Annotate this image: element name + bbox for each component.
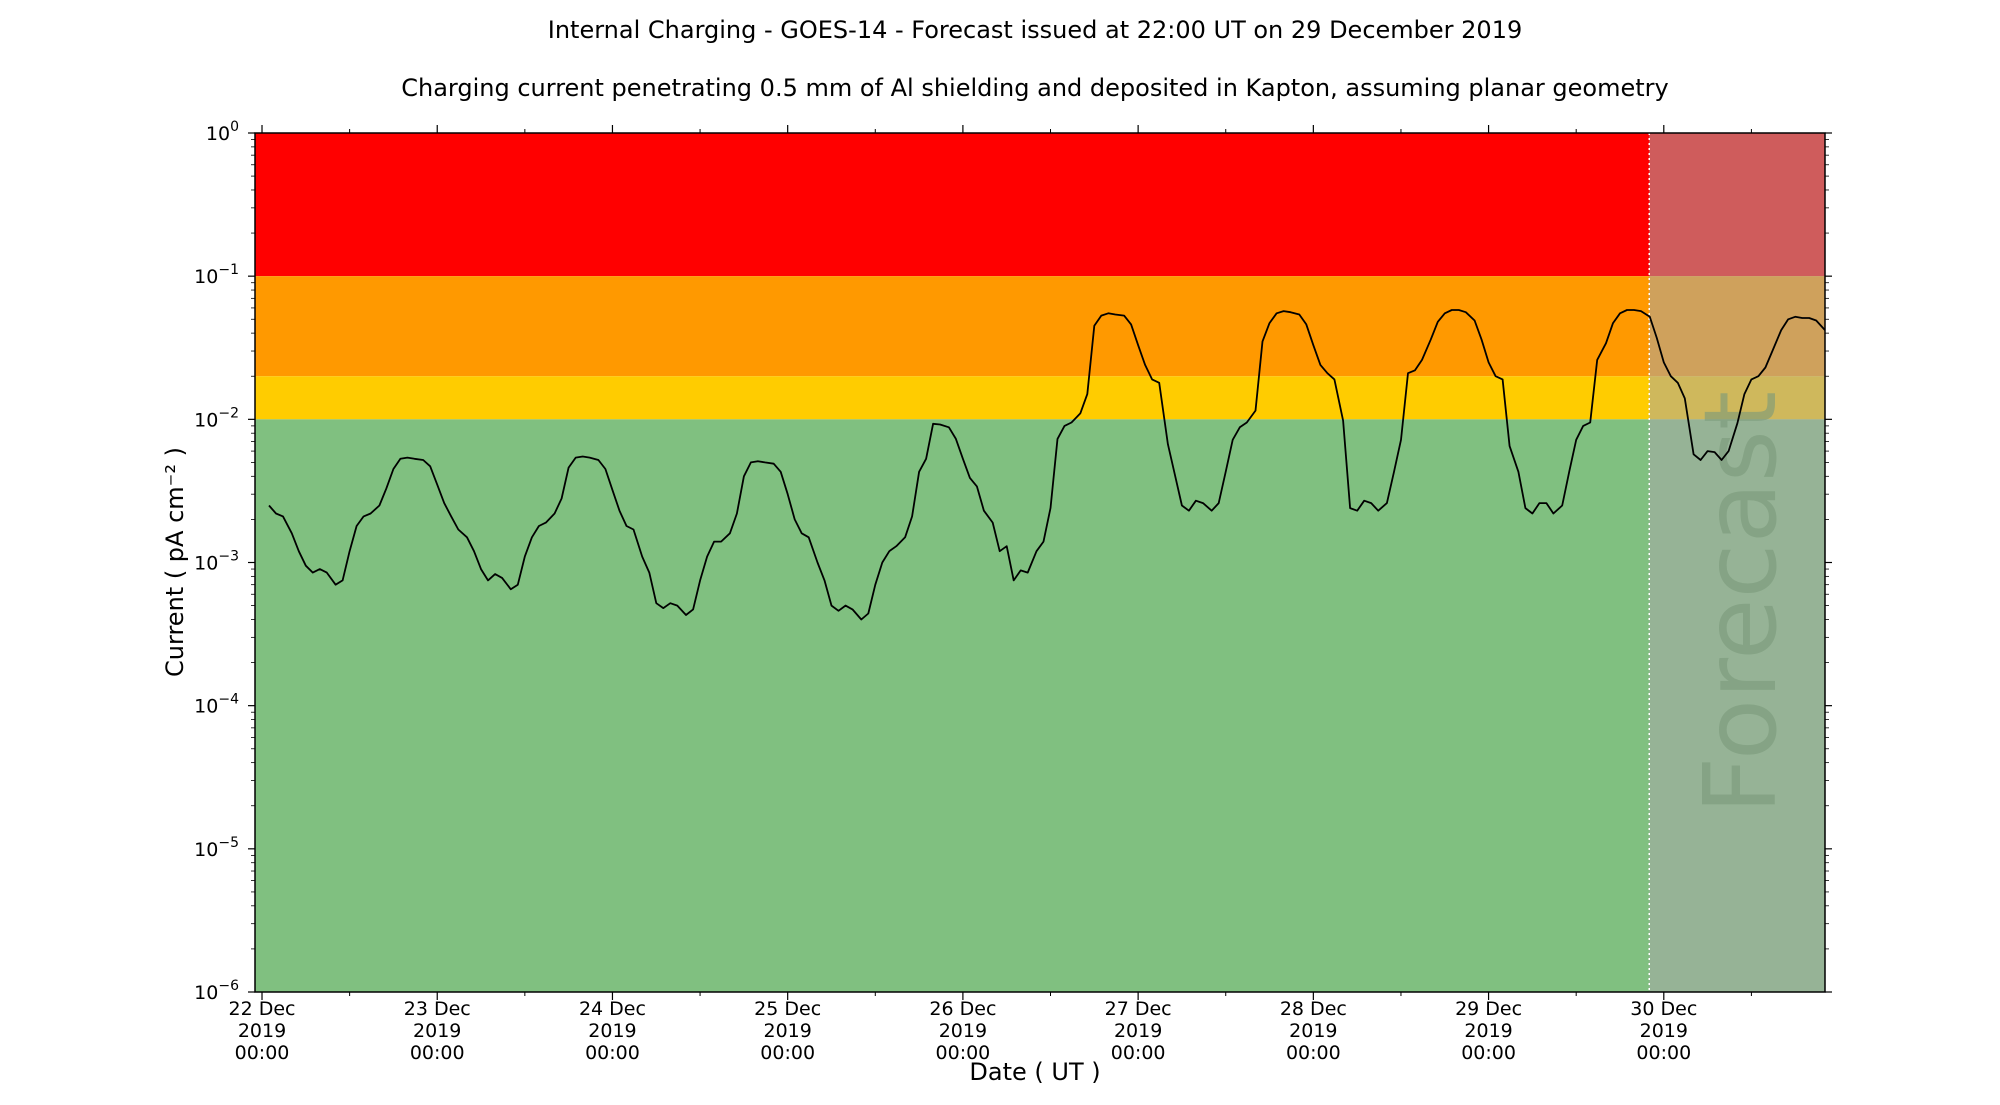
y-tick-label-2: 10−2 [194, 405, 239, 431]
x-tick-label-1-2: 2019 [413, 1020, 461, 1042]
x-tick-label-7-2: 2019 [1464, 1020, 1512, 1042]
x-tick-label-5-3: 00:00 [1111, 1042, 1166, 1064]
x-tick-label-0-3: 00:00 [235, 1042, 290, 1064]
x-tick-label-1-3: 00:00 [410, 1042, 465, 1064]
x-tick-label-8-2: 2019 [1640, 1020, 1688, 1042]
x-axis-label: Date ( UT ) [969, 1058, 1100, 1086]
y-axis-label: Current ( pA cm⁻² ) [161, 447, 189, 677]
forecast-overlay [1649, 133, 1825, 992]
x-tick-label-1-1: 23 Dec [404, 998, 471, 1020]
x-tick-label-2-3: 00:00 [585, 1042, 640, 1064]
x-tick-label-0-2: 2019 [238, 1020, 286, 1042]
y-tick-label-6: 10−6 [194, 978, 239, 1004]
y-tick-label-1: 10−1 [194, 262, 239, 288]
series-line-0 [268, 309, 1826, 621]
x-tick-label-4-3: 00:00 [936, 1042, 991, 1064]
forecast-region: Forecast [1648, 133, 1825, 992]
x-tick-label-5-1: 27 Dec [1105, 998, 1172, 1020]
y-tick-label-3: 10−3 [194, 549, 239, 575]
threshold-band-0 [255, 133, 1825, 277]
threshold-band-2 [255, 376, 1825, 420]
x-tick-label-6-2: 2019 [1289, 1020, 1337, 1042]
chart-subtitle: Charging current penetrating 0.5 mm of A… [401, 74, 1669, 102]
forecast-label: Forecast [1682, 391, 1799, 814]
threshold-band-1 [255, 276, 1825, 377]
x-tick-label-0-1: 22 Dec [229, 998, 296, 1020]
y-axis: 100 10−1 10−2 10−3 10−4 10−5 10−6 [194, 119, 1832, 1004]
threshold-band-3 [255, 419, 1825, 992]
x-tick-label-3-2: 2019 [763, 1020, 811, 1042]
series-layer [268, 309, 1826, 621]
threshold-bands [255, 133, 1825, 992]
x-tick-label-6-3: 00:00 [1286, 1042, 1341, 1064]
x-tick-label-6-1: 28 Dec [1280, 998, 1347, 1020]
x-tick-label-3-3: 00:00 [760, 1042, 815, 1064]
x-tick-label-2-2: 2019 [588, 1020, 636, 1042]
y-tick-label-0: 100 [206, 119, 239, 145]
x-tick-label-7-3: 00:00 [1461, 1042, 1516, 1064]
x-tick-label-5-2: 2019 [1114, 1020, 1162, 1042]
x-tick-label-7-1: 29 Dec [1455, 998, 1522, 1020]
y-tick-label-5: 10−5 [194, 835, 239, 861]
x-tick-label-8-1: 30 Dec [1630, 998, 1697, 1020]
y-tick-label-4: 10−4 [194, 692, 239, 718]
x-tick-label-4-1: 26 Dec [929, 998, 996, 1020]
chart-title: Internal Charging - GOES-14 - Forecast i… [548, 16, 1522, 44]
x-tick-label-2-1: 24 Dec [579, 998, 646, 1020]
x-tick-label-8-3: 00:00 [1636, 1042, 1691, 1064]
x-tick-label-3-1: 25 Dec [754, 998, 821, 1020]
x-tick-label-4-2: 2019 [939, 1020, 987, 1042]
